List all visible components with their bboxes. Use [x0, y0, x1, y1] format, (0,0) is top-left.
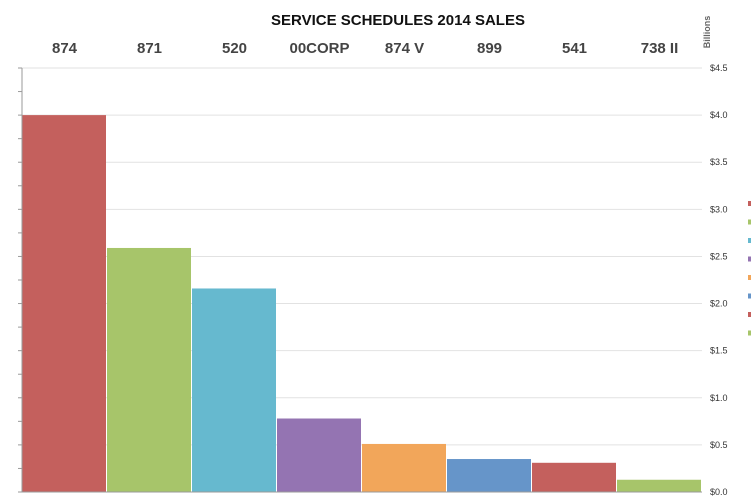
bar-6 [532, 462, 616, 492]
legend-swatch [748, 256, 751, 262]
category-label: 00CORP [289, 40, 349, 57]
category-label: 541 [562, 40, 587, 57]
legend-swatches [748, 201, 751, 336]
bar-7 [617, 479, 701, 492]
category-label: 738 II [641, 40, 679, 57]
category-label: 899 [477, 40, 502, 57]
legend-swatch [748, 330, 751, 336]
category-label: 874 V [385, 40, 424, 57]
legend-swatch [748, 312, 751, 317]
y-tick-label: $2.5 [710, 251, 728, 261]
y-tick-label: $0.0 [710, 487, 728, 497]
y-unit-label: Billions [702, 16, 712, 49]
category-labels: 874 871 520 00CORP 874 V 899 541 738 II [52, 40, 678, 57]
y-tick-label: $4.0 [710, 110, 728, 120]
y-tick-labels: $0.0 $0.5 $1.0 $1.5 $2.0 $2.5 $3.0 $3.5 $4.0 $4.5 [710, 63, 728, 497]
category-label: 871 [137, 40, 162, 57]
chart-title: SERVICE SCHEDULES 2014 SALES [271, 12, 525, 29]
legend-swatch [748, 293, 751, 299]
legend-swatch [748, 275, 751, 280]
bar-2 [192, 288, 276, 492]
y-tick-label: $1.5 [710, 346, 728, 356]
y-tick-label: $3.0 [710, 204, 728, 214]
y-tick-label: $3.5 [710, 157, 728, 167]
bar-4 [362, 443, 446, 492]
y-tick-label: $1.0 [710, 393, 728, 403]
bar-5 [447, 459, 531, 492]
bar-1 [107, 247, 191, 492]
legend-swatch [748, 201, 751, 206]
bar-0 [22, 115, 106, 492]
legend-swatch [748, 219, 751, 225]
category-label: 520 [222, 40, 247, 57]
bars [22, 115, 701, 492]
x-axis [18, 67, 702, 493]
y-tick-label: $4.5 [710, 63, 728, 73]
category-label: 874 [52, 40, 78, 57]
y-tick-label: $2.0 [710, 299, 728, 309]
bar-3 [277, 418, 361, 492]
y-tick-label: $0.5 [710, 440, 728, 450]
legend-swatch [748, 238, 751, 243]
